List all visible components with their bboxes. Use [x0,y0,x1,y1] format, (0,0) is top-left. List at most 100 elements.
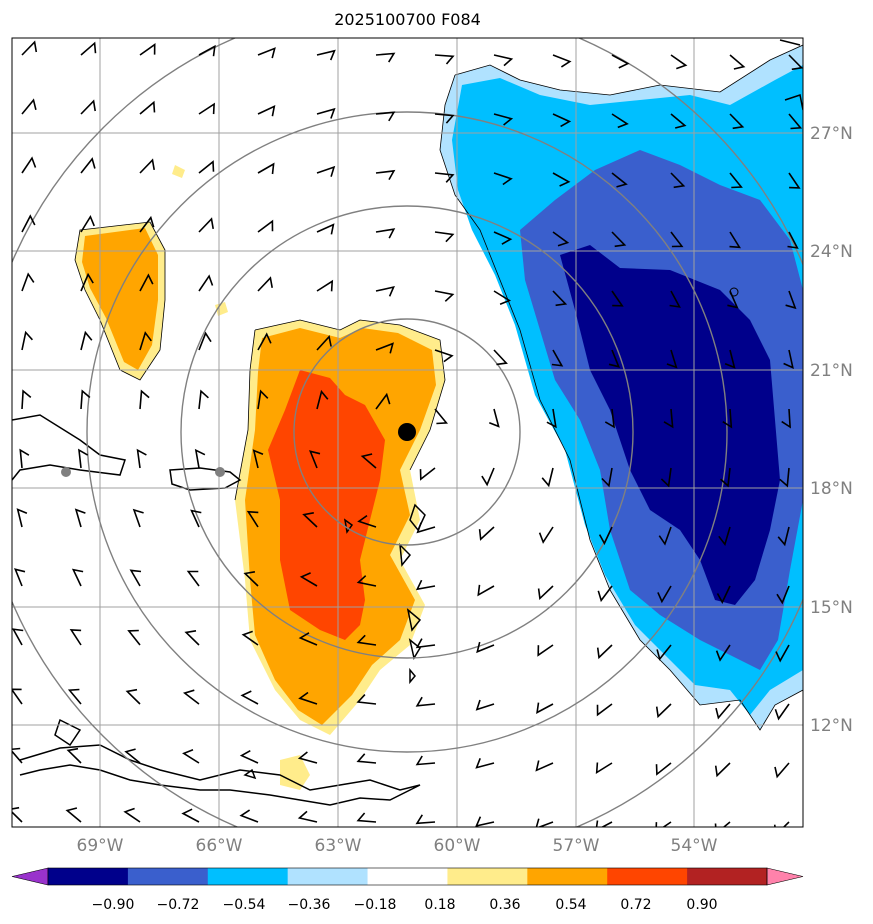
city-marker [215,467,225,477]
wind-barb [198,160,215,174]
wind-barb [434,172,455,183]
wind-barb [16,508,28,528]
colorbar-max-extend [766,867,804,886]
colorbar-tick-label: 0.90 [686,897,717,913]
wind-barb [416,522,436,534]
wind-barb [375,392,391,410]
map-title: 2025100700 F084 [334,10,481,29]
wind-barb [129,569,142,587]
wind-barb [727,290,739,309]
colorbar-labels: −0.90 −0.72 −0.54 −0.36 −0.18 0.18 0.36 … [92,897,718,913]
wind-barb [729,113,745,130]
wind-barb [80,389,91,410]
wind-barb [477,584,495,597]
wind-barb [357,514,377,528]
wind-barb [74,508,86,528]
wind-barb [299,572,318,587]
wind-barb [375,342,394,354]
lon-label: 60°W [434,836,481,856]
wind-barb [356,634,377,646]
lat-label: 15°N [810,598,853,618]
wind-barb [481,467,495,487]
wind-barb [774,703,790,721]
wind-barb [419,467,436,481]
wind-barb [775,644,790,663]
wind-barb [434,290,455,302]
wind-barb [415,579,436,591]
colorbar-min-extend [11,867,49,886]
wind-barb [476,641,495,654]
colorbar-segment [367,868,448,885]
wind-barb [297,810,318,823]
wind-barb [139,215,155,233]
wind-barb [139,43,156,56]
wind-barb [184,630,200,646]
wind-barb [611,231,627,248]
wind-barb [198,217,214,233]
colorbar-segment [447,868,528,885]
wind-barb [729,172,743,189]
wind-barb [257,219,274,233]
wind-barb [67,688,82,705]
wind-barb [598,526,613,546]
lon-label: 63°W [315,836,362,856]
lat-label: 21°N [810,361,853,381]
wind-barb [596,703,613,717]
wind-barb [720,467,731,488]
wind-barb [434,408,449,425]
colorbar-segment [687,868,768,885]
wind-barb [595,762,613,775]
map-panel [12,38,803,827]
wind-barb [80,99,96,115]
wind-barb [670,113,687,129]
wind-barb [297,751,318,764]
wind-barb [125,688,141,705]
wind-barb [538,526,554,544]
wind-barb [552,231,570,247]
lat-label: 12°N [810,716,853,736]
wind-barb [298,691,318,705]
wind-barb [773,821,790,827]
wind-barb [190,509,202,528]
wind-barb [298,632,318,646]
wind-barb [316,389,329,410]
wind-barb [541,467,554,488]
wind-barb [715,644,731,662]
wind-barb [139,100,156,115]
wind-barb [252,449,264,469]
wind-barb [182,748,200,764]
wind-barb [194,448,206,469]
wind-barb [666,349,678,369]
map-frame [11,37,804,828]
wind-barb [536,702,554,714]
wind-barb [139,389,150,410]
wind-barb [360,453,377,469]
wind-barb [239,750,259,764]
wind-barb [246,510,259,528]
wind-barb [66,747,82,764]
wind-barb [493,113,514,126]
wind-barb [316,279,334,292]
wind-barb [729,54,746,70]
wind-barb [21,98,37,115]
wind-barb [722,408,733,429]
wind-barb [257,389,269,410]
wind-barb [65,807,82,823]
wind-barb [375,285,395,297]
wind-barb [714,762,731,778]
wind-barb [489,408,500,428]
wind-barb [601,467,613,488]
colorbar-segment [127,868,209,885]
wind-barb [475,699,495,711]
wind-barb [21,272,35,292]
range-rings [12,38,803,827]
wind-barb [257,162,275,175]
wind-barb [669,290,681,308]
zero-contours [74,44,803,731]
wind-barb [493,172,513,186]
wind-barb [124,748,141,764]
colorbar-segment [527,868,608,885]
lat-label: 24°N [810,242,853,262]
colorbar [11,867,804,886]
wind-barb [21,214,36,233]
